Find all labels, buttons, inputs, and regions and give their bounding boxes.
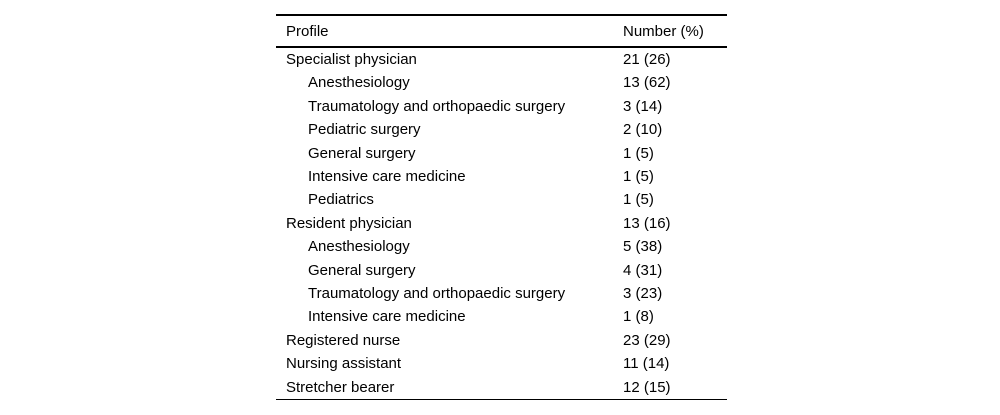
profile-cell: Registered nurse <box>286 331 401 349</box>
profile-cell: Intensive care medicine <box>308 308 466 326</box>
table-row: Specialist physician 21 (26) <box>276 47 727 71</box>
number-cell: 1 (5) <box>623 168 654 186</box>
number-cell: 1 (5) <box>623 144 654 162</box>
table-row: Registered nurse 23 (29) <box>276 329 727 352</box>
number-cell: 1 (5) <box>623 191 654 209</box>
number-cell: 12 (15) <box>623 378 671 396</box>
table-row: Resident physician 13 (16) <box>276 212 727 235</box>
table-row: Nursing assistant 11 (14) <box>276 352 727 375</box>
number-cell: 2 (10) <box>623 121 663 139</box>
table-row: Pediatrics 1 (5) <box>276 188 727 211</box>
profile-cell: Specialist physician <box>286 51 417 68</box>
table-row: Intensive care medicine 1 (5) <box>276 165 727 188</box>
table-header: Profile Number (%) <box>276 15 727 47</box>
number-cell: 4 (31) <box>623 261 663 279</box>
table-row: Anesthesiology 13 (62) <box>276 71 727 94</box>
number-cell: 3 (23) <box>623 285 663 303</box>
profile-cell: Nursing assistant <box>286 355 402 373</box>
table-row: Intensive care medicine 1 (8) <box>276 305 727 328</box>
table-row: Traumatology and orthopaedic surgery 3 (1… <box>276 95 727 118</box>
number-cell: 3 (14) <box>623 97 663 115</box>
number-cell: 23 (29) <box>623 331 671 349</box>
number-cell: 1 (8) <box>623 308 654 326</box>
profile-cell: Anesthesiology <box>308 238 410 256</box>
profile-table: Profile Number (%) Specialist physician 2… <box>276 14 727 400</box>
table-row: Anesthesiology 5 (38) <box>276 235 727 258</box>
profile-cell: Stretcher bearer <box>286 378 395 396</box>
table-row: General surgery 1 (5) <box>276 142 727 165</box>
profile-cell: Pediatrics <box>308 191 374 209</box>
profile-cell: Anesthesiology <box>308 74 410 92</box>
profile-cell: Resident physician <box>286 214 412 232</box>
column-header-number: Number (%) <box>623 22 704 40</box>
profile-cell: Pediatric surgery <box>308 121 421 139</box>
profile-cell: Intensive care medicine <box>308 168 466 186</box>
table-row: Stretcher bearer 12 (15) <box>276 376 727 400</box>
profile-cell: Traumatology and orthopaedic surgery <box>308 285 566 303</box>
table-row: General surgery 4 (31) <box>276 259 727 282</box>
number-cell: 13 (62) <box>623 74 671 92</box>
header-row: Profile Number (%) <box>276 15 727 47</box>
number-cell: 11 (14) <box>623 355 670 373</box>
number-cell: 13 (16) <box>623 214 671 232</box>
profile-cell: General surgery <box>308 261 416 279</box>
column-header-profile: Profile <box>286 22 329 40</box>
table-row: Traumatology and orthopaedic surgery 3 (2… <box>276 282 727 305</box>
table-row: Pediatric surgery 2 (10) <box>276 118 727 141</box>
table-body: Specialist physician 21 (26) Anesthesiolog… <box>276 47 727 400</box>
profile-cell: Traumatology and orthopaedic surgery <box>308 97 566 115</box>
number-cell: 21 (26) <box>623 51 671 68</box>
number-cell: 5 (38) <box>623 238 663 256</box>
profile-cell: General surgery <box>308 144 416 162</box>
